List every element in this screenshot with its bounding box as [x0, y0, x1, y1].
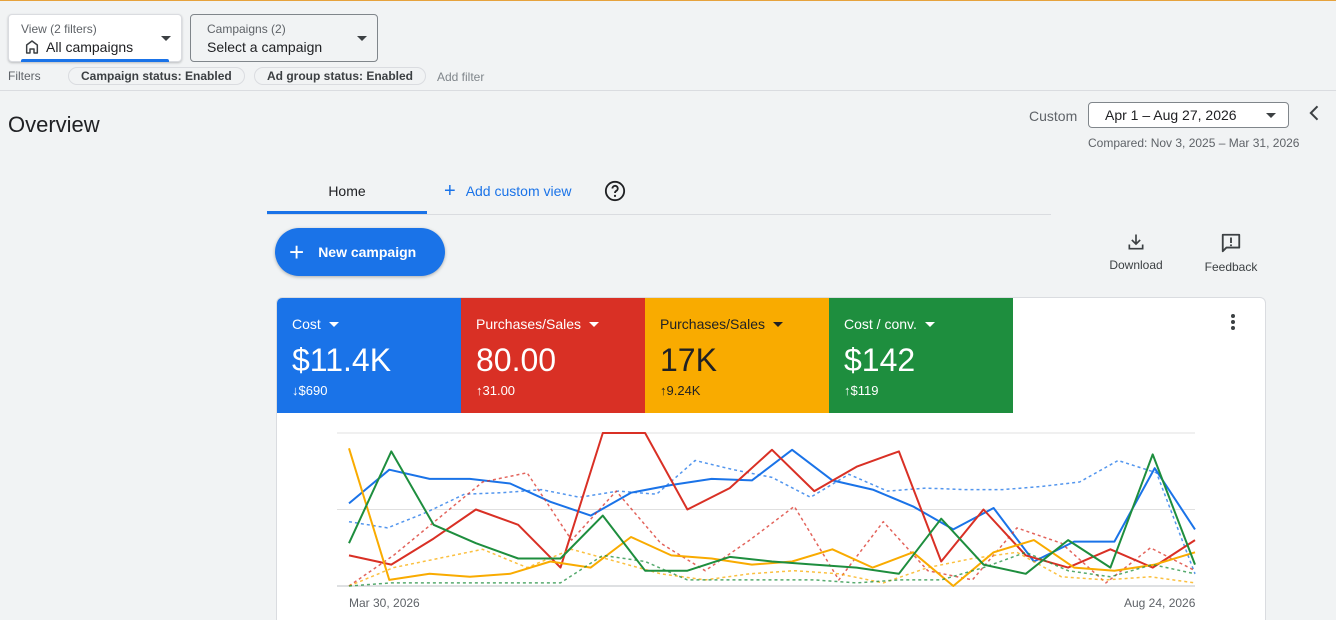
metric-delta: ↓$690 — [292, 383, 327, 398]
divider — [0, 90, 1336, 91]
add-filter-button[interactable]: Add filter — [437, 70, 485, 84]
metric-value: 80.00 — [476, 342, 557, 378]
arrow-up-icon: ↑ — [844, 383, 851, 398]
metric-label: Cost / conv. — [844, 316, 917, 332]
view-selector-underline — [21, 59, 169, 62]
series-line-3 — [348, 472, 1196, 587]
metric-selector-purchases[interactable]: Purchases/Sales — [476, 316, 600, 332]
metric-label: Cost — [292, 316, 321, 332]
dropdown-caret-icon — [161, 36, 171, 41]
series-line-2 — [348, 432, 1196, 569]
dropdown-caret-icon — [924, 321, 935, 327]
dropdown-caret-icon — [357, 36, 367, 41]
campaign-selector-value: Select a campaign — [207, 39, 323, 55]
plus-icon: + — [289, 237, 305, 267]
filter-chip-ad-group-status[interactable]: Ad group status: Enabled — [254, 67, 427, 85]
new-campaign-button[interactable]: + New campaign — [275, 228, 445, 276]
tab-home[interactable]: Home — [267, 168, 427, 214]
top-accent-line — [0, 0, 1336, 1]
tab-add-custom-view[interactable]: + Add custom view — [444, 168, 572, 214]
tab-bar-divider — [267, 214, 1051, 215]
arrow-up-icon: ↑ — [476, 383, 483, 398]
x-axis-label-start: Mar 30, 2026 — [349, 596, 420, 610]
chevron-left-icon[interactable] — [1305, 103, 1325, 123]
series-line-5 — [348, 548, 1196, 587]
series-line-4 — [348, 448, 1196, 587]
campaign-selector-label: Campaigns (2) — [207, 22, 286, 36]
metric-delta-value: $690 — [298, 383, 328, 398]
metric-delta-value: 9.24K — [666, 383, 701, 398]
metric-value: 17K — [660, 342, 717, 378]
metric-delta: ↑$119 — [844, 383, 878, 398]
plus-icon: + — [444, 180, 456, 202]
metric-tile-cost-per-conv[interactable]: Cost / conv. $142 ↑$119 — [829, 298, 1013, 413]
filter-chip-campaign-status[interactable]: Campaign status: Enabled — [68, 67, 245, 85]
metric-delta-value: $119 — [850, 383, 879, 398]
new-campaign-label: New campaign — [318, 244, 417, 260]
arrow-down-icon: ↓ — [292, 383, 299, 398]
date-range-value: Apr 1 – Aug 27, 2026 — [1105, 107, 1237, 123]
feedback-label: Feedback — [1204, 260, 1258, 274]
dropdown-caret-icon — [773, 321, 784, 327]
view-selector-value: All campaigns — [46, 39, 134, 55]
date-range-picker[interactable]: Apr 1 – Aug 27, 2026 — [1088, 102, 1289, 128]
help-icon[interactable] — [604, 180, 626, 202]
metric-selector-cost[interactable]: Cost — [292, 316, 339, 332]
line-chart — [337, 432, 1196, 587]
tab-add-custom-view-label: Add custom view — [465, 183, 572, 199]
campaign-selector[interactable]: Campaigns (2) Select a campaign — [190, 14, 378, 62]
x-axis-label-end: Aug 24, 2026 — [1124, 596, 1196, 610]
page-title: Overview — [8, 112, 100, 137]
series-line-0 — [348, 448, 1196, 563]
download-label: Download — [1109, 258, 1163, 272]
dropdown-caret-icon — [328, 321, 339, 327]
metric-tile-purchases-sales-value[interactable]: Purchases/Sales 17K ↑9.24K — [645, 298, 829, 413]
metric-tile-purchases-sales[interactable]: Purchases/Sales 80.00 ↑31.00 — [461, 298, 645, 413]
metric-selector-cost-per-conv[interactable]: Cost / conv. — [844, 316, 935, 332]
series-line-6 — [348, 450, 1196, 575]
filters-label: Filters — [8, 69, 41, 83]
download-icon — [1128, 234, 1144, 250]
download-button[interactable]: Download — [1101, 232, 1171, 272]
series-line-1 — [348, 459, 1196, 575]
metric-value: $11.4K — [292, 342, 392, 378]
dropdown-caret-icon — [589, 321, 600, 327]
metric-label: Purchases/Sales — [476, 316, 582, 332]
metric-label: Purchases/Sales — [660, 316, 766, 332]
metric-selector-purchases-value[interactable]: Purchases/Sales — [660, 316, 784, 332]
dropdown-caret-icon — [1266, 113, 1276, 118]
metric-delta: ↑9.24K — [660, 383, 700, 398]
view-selector-value-wrap: All campaigns — [24, 39, 133, 55]
overview-chart-card: Cost $11.4K ↓$690 Purchases/Sales 80.00 … — [276, 297, 1266, 620]
feedback-icon — [1221, 233, 1241, 253]
metric-value: $142 — [844, 342, 916, 378]
view-selector[interactable]: View (2 filters) All campaigns — [8, 14, 182, 62]
series-line-7 — [348, 551, 1196, 587]
metric-delta-value: 31.00 — [482, 383, 516, 398]
metric-tile-cost[interactable]: Cost $11.4K ↓$690 — [277, 298, 461, 413]
view-selector-label: View (2 filters) — [21, 22, 97, 36]
more-options-icon[interactable] — [1225, 314, 1241, 334]
compared-date-range: Compared: Nov 3, 2025 – Mar 31, 2026 — [1088, 136, 1300, 150]
arrow-up-icon: ↑ — [660, 383, 667, 398]
feedback-button[interactable]: Feedback — [1196, 232, 1266, 274]
metric-delta: ↑31.00 — [476, 383, 515, 398]
home-icon — [25, 40, 39, 54]
date-range-label: Custom — [1029, 108, 1078, 124]
